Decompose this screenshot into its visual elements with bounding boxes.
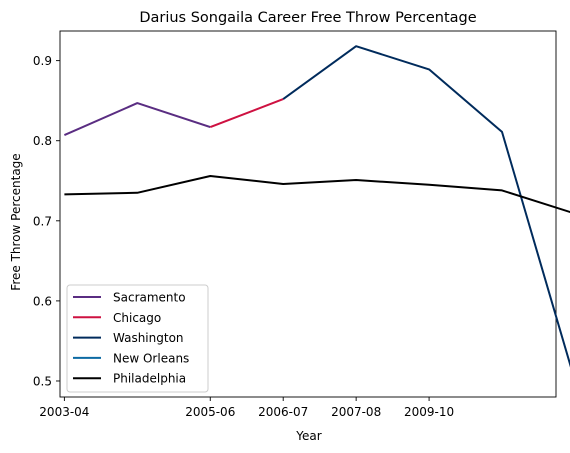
x-tick-label: 2003-04: [39, 405, 89, 419]
plot-frame: [59, 30, 557, 398]
y-axis: 0.5 0.6 0.7 0.8 0.9: [33, 54, 60, 388]
y-tick-label: 0.6: [33, 294, 52, 308]
x-axis-label: Year: [295, 429, 321, 443]
series-line-0: [63, 102, 211, 137]
plot-area: [59, 30, 570, 398]
series-line-1: [209, 98, 284, 129]
series-line-2: [282, 45, 570, 368]
x-tick-label: 2005-06: [185, 405, 235, 419]
legend-label: Sacramento: [113, 291, 186, 305]
x-tick-label: 2009-10: [404, 405, 454, 419]
x-axis: 2003-04 2005-06 2006-07 2007-08 2009-10: [39, 397, 454, 419]
chart-title: Darius Songaila Career Free Throw Percen…: [139, 10, 476, 26]
legend: Sacramento Chicago Washington New Orleans Ph…: [66, 284, 209, 393]
x-tick-label: 2007-08: [331, 405, 381, 419]
x-tick-label: 2006-07: [258, 405, 308, 419]
y-tick-label: 0.9: [33, 54, 52, 68]
legend-label: Chicago: [113, 311, 161, 325]
y-axis-label: Free Throw Percentage: [9, 153, 23, 290]
legend-label: Philadelphia: [113, 372, 186, 386]
y-tick-label: 0.7: [33, 214, 52, 228]
legend-label: New Orleans: [113, 351, 189, 365]
y-tick-label: 0.8: [33, 134, 52, 148]
series-line-4: [64, 175, 570, 214]
y-tick-label: 0.5: [33, 374, 52, 388]
legend-label: Washington: [113, 331, 184, 345]
legend-box: [66, 284, 209, 393]
